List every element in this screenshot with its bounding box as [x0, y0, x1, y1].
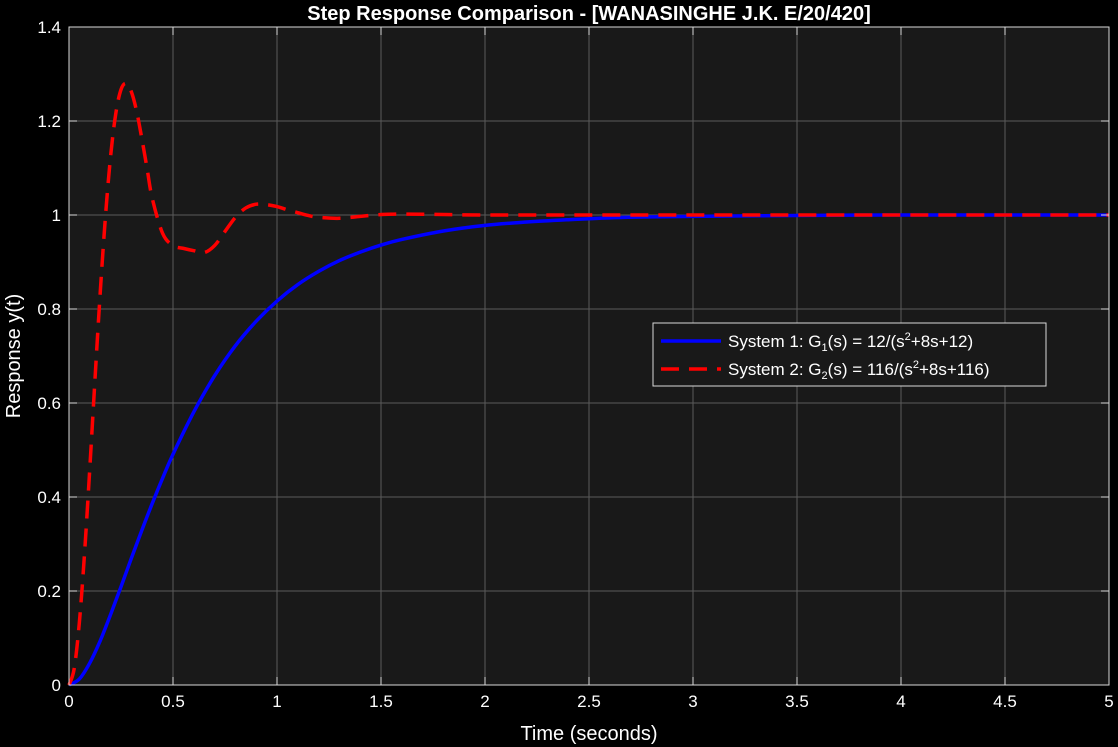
y-tick-label: 0.4: [37, 488, 61, 507]
y-axis-label: Response y(t): [3, 294, 25, 419]
y-tick-label: 0.8: [37, 300, 61, 319]
y-tick-label: 0.6: [37, 394, 61, 413]
legend-label-1: System 1: G1(s) = 12/(s2+8s+12): [728, 331, 973, 354]
legend: System 1: G1(s) = 12/(s2+8s+12) System 2:…: [652, 322, 1047, 387]
x-tick-label: 4: [896, 692, 905, 711]
x-tick-label: 0: [64, 692, 73, 711]
y-tick-label: 1.2: [37, 112, 61, 131]
x-tick-label: 5: [1104, 692, 1113, 711]
series-line-1: [68, 213, 1109, 687]
series-lines: [67, 81, 1109, 687]
x-axis-label: Time (seconds): [520, 723, 657, 745]
x-tick-label: 3: [688, 692, 697, 711]
legend-label-2: System 2: G2(s) = 116/(s2+8s+116): [728, 359, 990, 382]
legend-entries: System 1: G1(s) = 12/(s2+8s+12) System 2:…: [661, 331, 990, 382]
tick-labels: 0 0.5 1 1.5 2 2.5 3 3.5 4 4.5 5 0 0.2 0.4 0.6 0.8 1 1.2 1.…: [37, 18, 1113, 711]
legend-box: [652, 322, 1047, 387]
y-tick-label: 1: [52, 206, 61, 225]
x-tick-label: 2.5: [577, 692, 601, 711]
x-tick-label: 0.5: [161, 692, 185, 711]
x-tick-label: 2: [480, 692, 489, 711]
x-tick-label: 4.5: [993, 692, 1017, 711]
chart-title: Step Response Comparison - [WANASINGHE J…: [307, 3, 870, 25]
y-tick-label: 0: [52, 676, 61, 695]
x-tick-label: 1.5: [369, 692, 393, 711]
y-tick-label: 0.2: [37, 582, 61, 601]
y-tick-label: 1.4: [37, 18, 61, 37]
x-tick-label: 3.5: [785, 692, 809, 711]
x-tick-label: 1: [272, 692, 281, 711]
